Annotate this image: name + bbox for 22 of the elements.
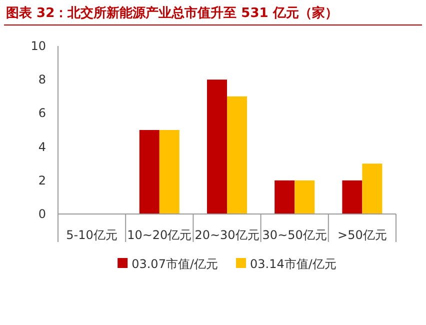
bar (342, 180, 362, 214)
bar (294, 180, 315, 214)
y-tick-label: 8 (38, 72, 46, 87)
x-tick-label: >50亿元 (338, 228, 387, 242)
bar (227, 96, 247, 214)
bar (274, 180, 295, 214)
bar (362, 164, 382, 214)
x-tick-label: 20~30亿元 (194, 228, 260, 242)
y-tick-label: 6 (38, 106, 46, 120)
bar (159, 130, 180, 214)
x-tick-label: 30~50亿元 (262, 228, 327, 242)
y-tick-label: 4 (38, 140, 46, 154)
chart-title: 图表 32：北交所新能源产业总市值升至 531 亿元（家） (6, 5, 338, 21)
x-tick-label: 5-10亿元 (66, 228, 118, 242)
bar (207, 80, 227, 214)
legend-label: 03.14市值/亿元 (250, 257, 336, 271)
bar (139, 130, 160, 214)
y-tick-label: 0 (38, 207, 46, 221)
y-tick-label: 2 (38, 173, 46, 188)
legend-label: 03.07市值/亿元 (132, 257, 218, 271)
y-tick-label: 10 (30, 39, 46, 53)
x-tick-label: 10~20亿元 (127, 228, 192, 242)
